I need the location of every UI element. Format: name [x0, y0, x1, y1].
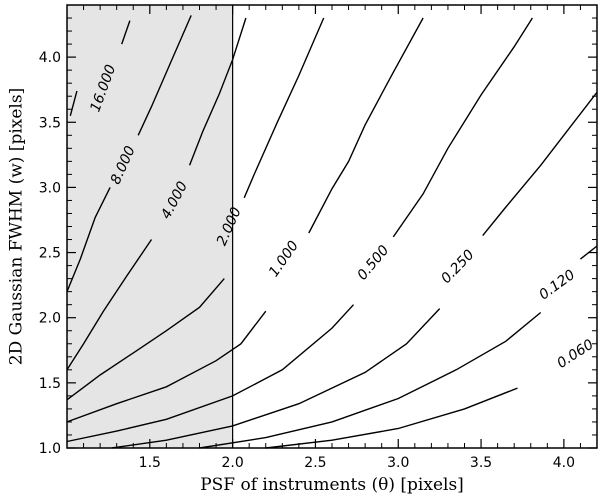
x-tick-label: 4.0	[553, 455, 575, 471]
contour-line-0-0	[69, 90, 78, 116]
x-tick-label: 1.5	[139, 455, 161, 471]
x-tick-label: 2.0	[221, 455, 243, 471]
y-tick-labels: 1.0 1.5 2.0 2.5 3.0 3.5 4.0	[39, 50, 61, 457]
contour-label-8: 0.060	[554, 337, 596, 372]
y-tick-label: 2.5	[39, 246, 61, 262]
axis-ticks	[67, 5, 597, 449]
shaded-region	[67, 5, 233, 448]
contour-line-1-0	[66, 187, 111, 292]
contour-label-7: 0.120	[536, 267, 578, 304]
contour-line-6-1	[482, 91, 598, 237]
contour-line-7-0	[199, 311, 542, 449]
x-axis-label: PSF of instruments (θ) [pixels]	[200, 475, 464, 495]
contour-line-1-1	[137, 15, 192, 136]
contour-line-3-0	[66, 278, 225, 401]
contour-line-2-0	[66, 239, 153, 371]
x-tick-label: 2.5	[304, 455, 326, 471]
contour-line-8-0	[265, 387, 518, 449]
x-tick-label: 3.0	[387, 455, 409, 471]
contour-line-2-1	[188, 17, 247, 166]
y-tick-label: 1.0	[39, 441, 61, 457]
contour-line-4-1	[308, 17, 424, 234]
plot-frame	[66, 4, 598, 449]
y-axis-label: 2D Gaussian FWHM (w) [pixels]	[7, 88, 27, 365]
contour-label-4: 1.000	[266, 238, 302, 280]
y-tick-label: 3.5	[39, 115, 61, 131]
y-tick-label: 3.0	[39, 180, 61, 196]
y-tick-label: 4.0	[39, 50, 61, 66]
contour-line-5-1	[392, 17, 533, 238]
contour-label-6: 0.250	[438, 247, 477, 287]
contour-line-4-0	[66, 310, 267, 423]
contour-line-0-1	[121, 20, 131, 45]
x-tick-label: 3.5	[470, 455, 492, 471]
contour-label-5: 0.500	[354, 242, 392, 283]
contour-line-5-0	[66, 304, 355, 443]
y-tick-label: 2.0	[39, 311, 61, 327]
contour-line-3-1	[243, 17, 325, 199]
contour-lines	[66, 15, 598, 449]
x-tick-labels: 1.5 2.0 2.5 3.0 3.5 4.0	[139, 455, 575, 471]
y-tick-label: 1.5	[39, 376, 61, 392]
contour-line-6-0	[111, 308, 441, 449]
